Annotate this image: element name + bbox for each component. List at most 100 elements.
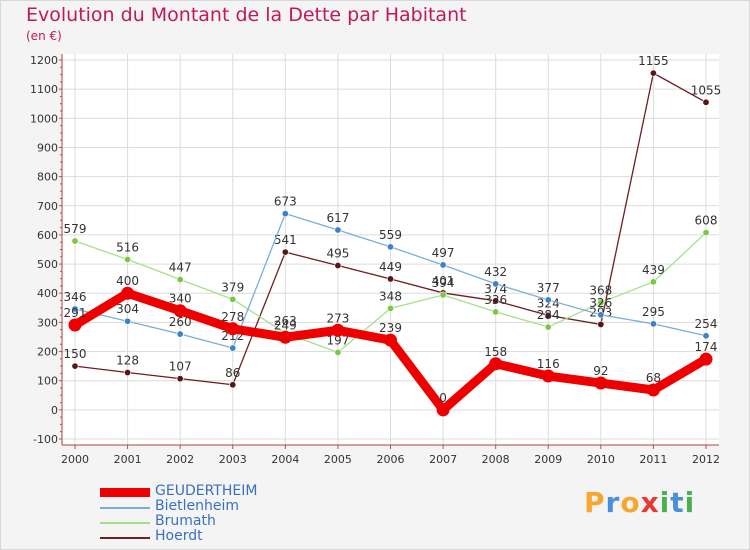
data-label-brumath: 348 [379, 289, 402, 303]
data-label-geudertheim: 400 [116, 274, 139, 288]
data-label-hoerdt: 1155 [638, 54, 669, 68]
data-label-geudertheim: 239 [379, 321, 402, 335]
data-point-bietlenheim [492, 280, 500, 288]
logo-letter: i [684, 486, 696, 519]
y-tick-label: 400 [37, 287, 58, 300]
data-label-bietlenheim: 254 [695, 317, 718, 331]
x-tick-label: 2003 [219, 453, 247, 466]
y-tick-label: 500 [37, 258, 58, 271]
y-tick-label: 100 [37, 375, 58, 388]
chart-title: Evolution du Montant de la Dette par Hab… [26, 4, 467, 26]
data-label-bietlenheim: 346 [64, 290, 87, 304]
y-tick-label: 1200 [30, 54, 58, 67]
data-label-geudertheim: 174 [695, 340, 718, 354]
data-label-bietlenheim: 617 [326, 211, 349, 225]
x-tick-label: 2008 [482, 453, 510, 466]
data-point-brumath [124, 255, 132, 263]
data-label-geudertheim: 278 [221, 310, 244, 324]
data-point-brumath [439, 291, 447, 299]
logo-letter: t [670, 486, 685, 519]
data-label-brumath: 336 [484, 293, 507, 307]
legend-swatch-brumath [100, 522, 150, 524]
logo-letter: i [659, 486, 671, 519]
data-point-brumath [492, 308, 500, 316]
data-point-geudertheim [436, 403, 450, 417]
data-label-geudertheim: 340 [169, 292, 192, 306]
data-label-geudertheim: 0 [439, 391, 447, 405]
data-point-geudertheim [331, 323, 345, 337]
data-label-bietlenheim: 673 [274, 195, 297, 209]
logo-letter: x [640, 486, 660, 519]
x-tick-label: 2005 [324, 453, 352, 466]
data-label-hoerdt: 495 [326, 247, 349, 261]
data-point-hoerdt [544, 311, 552, 319]
data-point-hoerdt [71, 362, 79, 370]
x-tick-label: 2004 [271, 453, 299, 466]
data-label-brumath: 394 [432, 276, 455, 290]
data-label-brumath: 447 [169, 261, 192, 275]
data-point-geudertheim [226, 322, 240, 336]
data-point-geudertheim [278, 330, 292, 344]
data-point-geudertheim [384, 333, 397, 347]
data-label-geudertheim: 116 [537, 357, 560, 371]
logo-letter: P [584, 486, 606, 519]
data-label-hoerdt: 107 [169, 360, 192, 374]
x-tick-label: 2002 [166, 453, 194, 466]
data-label-hoerdt: 86 [225, 366, 240, 380]
data-point-hoerdt [176, 375, 184, 383]
data-label-brumath: 608 [695, 214, 718, 228]
legend-label-brumath: Brumath [155, 513, 216, 529]
data-point-hoerdt [229, 381, 237, 389]
data-label-geudertheim: 158 [484, 345, 507, 359]
y-tick-label: 1100 [30, 83, 58, 96]
data-point-brumath [597, 299, 605, 307]
data-point-brumath [386, 304, 394, 312]
legend-label-bietlenheim: Bietlenheim [155, 498, 239, 514]
chart-unit: (en €) [26, 29, 62, 43]
y-tick-label: 300 [37, 316, 58, 329]
data-point-brumath [229, 295, 237, 303]
data-point-brumath [649, 278, 657, 286]
data-label-geudertheim: 291 [64, 306, 87, 320]
data-point-brumath [71, 237, 79, 245]
data-point-bietlenheim [281, 210, 289, 218]
data-label-bietlenheim: 326 [589, 296, 612, 310]
data-point-geudertheim [68, 318, 82, 332]
x-tick-label: 2012 [692, 453, 720, 466]
y-tick-label: -100 [33, 433, 58, 446]
x-tick-label: 2000 [61, 453, 89, 466]
data-point-bietlenheim [702, 332, 710, 340]
data-point-geudertheim [594, 376, 608, 390]
data-label-geudertheim: 273 [326, 311, 349, 325]
data-point-bietlenheim [544, 296, 552, 304]
x-tick-label: 2009 [534, 453, 562, 466]
data-label-brumath: 439 [642, 263, 665, 277]
data-point-brumath [334, 348, 342, 356]
data-point-hoerdt [702, 98, 710, 106]
data-label-bietlenheim: 559 [379, 228, 402, 242]
data-point-bietlenheim [386, 243, 394, 251]
data-point-bietlenheim [597, 311, 605, 319]
data-point-hoerdt [334, 262, 342, 270]
data-label-hoerdt: 128 [116, 354, 139, 368]
data-label-geudertheim: 92 [593, 364, 608, 378]
y-tick-label: 0 [51, 404, 58, 417]
data-point-hoerdt [281, 248, 289, 256]
data-label-bietlenheim: 497 [432, 246, 455, 260]
y-tick-label: 900 [37, 141, 58, 154]
data-label-brumath: 263 [274, 314, 297, 328]
data-point-hoerdt [124, 369, 132, 377]
legend-swatch-hoerdt [100, 537, 150, 539]
data-label-bietlenheim: 377 [537, 281, 560, 295]
data-label-geudertheim: 68 [646, 371, 661, 385]
data-point-geudertheim [173, 304, 187, 318]
data-point-bietlenheim [71, 305, 79, 313]
data-point-geudertheim [646, 383, 660, 397]
proxiti-logo: Proxiti [584, 486, 695, 519]
data-label-brumath: 516 [116, 240, 139, 254]
x-tick-label: 2007 [429, 453, 457, 466]
x-tick-label: 2010 [587, 453, 615, 466]
data-point-geudertheim [699, 352, 713, 366]
data-label-hoerdt: 541 [274, 233, 297, 247]
data-point-brumath [702, 229, 710, 237]
